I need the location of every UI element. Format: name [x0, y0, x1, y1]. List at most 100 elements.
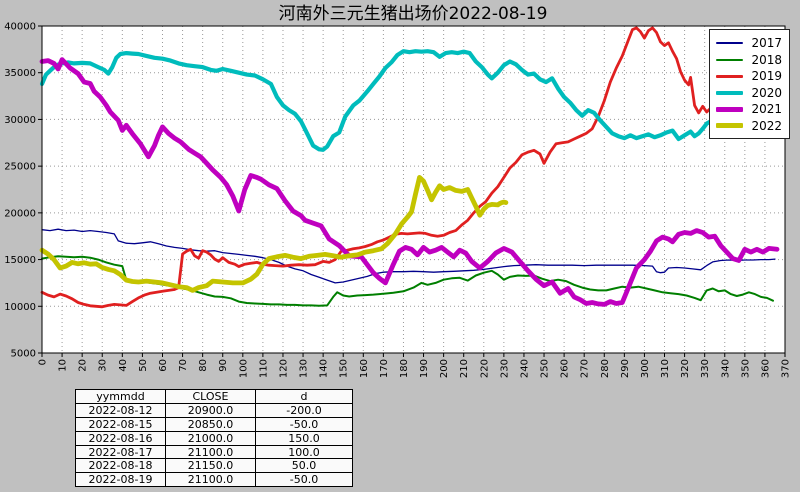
x-tick-label: 30: [98, 359, 109, 372]
x-tick-label: 350: [740, 359, 751, 378]
x-tick-label: 230: [499, 359, 510, 378]
x-tick-label: 190: [419, 359, 430, 378]
x-tick-label: 0: [38, 359, 49, 365]
x-tick-label: 270: [580, 359, 591, 378]
y-tick-label: 10000: [4, 302, 36, 313]
cell-close: 20900.0: [165, 402, 256, 418]
price-table: yymmdd CLOSE d 2022-08-12 20900.0 -200.0…: [75, 389, 353, 488]
cell-d: -50.0: [255, 416, 353, 432]
x-tick-label: 290: [620, 359, 631, 378]
cell-close: 21150.0: [165, 458, 256, 474]
legend-label: 2018: [751, 52, 782, 67]
x-tick-label: 250: [540, 359, 551, 378]
legend-swatch-2019: [716, 74, 743, 78]
x-tick-label: 50: [138, 359, 149, 372]
x-tick-label: 70: [178, 359, 189, 372]
x-tick-label: 300: [640, 359, 651, 378]
legend-entry-2019: 2019: [716, 68, 782, 85]
cell-close: 20850.0: [165, 416, 256, 432]
series-line-2021: [39, 57, 780, 307]
series-line-2020: [39, 49, 713, 152]
y-tick-label: 25000: [4, 162, 36, 173]
cell-date: 2022-08-15: [75, 416, 166, 432]
series-line-2017: [41, 228, 776, 284]
x-tick-label: 320: [680, 359, 691, 378]
x-tick-label: 150: [339, 359, 350, 378]
cell-date: 2022-08-12: [75, 402, 166, 418]
x-tick-label: 180: [399, 359, 410, 378]
table-row: 2022-08-16 21000.0 150.0: [75, 430, 353, 446]
table-row: 2022-08-12 20900.0 -200.0: [75, 402, 353, 418]
x-tick-label: 200: [439, 359, 450, 378]
col-header-d: d: [255, 389, 353, 404]
cell-close: 21100.0: [165, 444, 256, 460]
y-tick-label: 35000: [4, 68, 36, 79]
x-tick-label: 10: [58, 359, 69, 372]
table-row: 2022-08-17 21100.0 100.0: [75, 444, 353, 460]
x-tick-label: 170: [379, 359, 390, 378]
legend-entry-2017: 2017: [716, 35, 782, 52]
legend-swatch-2018: [716, 58, 743, 61]
x-tick-label: 40: [118, 359, 129, 372]
cell-d: -50.0: [255, 472, 353, 488]
x-tick-label: 90: [218, 359, 229, 372]
legend-swatch-2017: [716, 42, 743, 45]
x-tick-label: 310: [660, 359, 671, 378]
x-tick-label: 210: [459, 359, 470, 378]
plot-background: [42, 26, 785, 353]
table-row: 2022-08-15 20850.0 -50.0: [75, 416, 353, 432]
legend-label: 2020: [751, 85, 782, 100]
cell-d: 100.0: [255, 444, 353, 460]
legend-entry-2021: 2021: [716, 101, 782, 118]
legend-label: 2017: [751, 36, 782, 51]
cell-d: -200.0: [255, 402, 353, 418]
x-tick-label: 280: [600, 359, 611, 378]
x-tick-label: 370: [781, 359, 792, 378]
plot-area: 0 10 20 30 40 50 60 70 80 90 100 110 120 130 140 150 160…: [4, 22, 791, 379]
x-tick-label: 340: [720, 359, 731, 378]
table-header-row: yymmdd CLOSE d: [75, 389, 353, 404]
legend-label: 2022: [751, 118, 782, 133]
x-tick-label: 260: [560, 359, 571, 378]
y-tick-label: 20000: [4, 208, 36, 219]
legend-label: 2019: [751, 69, 782, 84]
legend-entry-2020: 2020: [716, 85, 782, 102]
col-header-close: CLOSE: [165, 389, 256, 404]
plot-frame: [41, 25, 786, 354]
chart-title: 河南外三元生猪出场价2022-08-19: [279, 4, 548, 24]
x-tick-label: 100: [238, 359, 249, 378]
table-row: 2022-08-19 21100.0 -50.0: [75, 472, 353, 488]
y-tick-label: 5000: [11, 349, 36, 360]
legend-swatch-2020: [716, 90, 743, 95]
x-tick-label: 130: [299, 359, 310, 378]
x-tick-label: 20: [78, 359, 89, 372]
cell-close: 21000.0: [165, 430, 256, 446]
x-tick-label: 110: [258, 359, 269, 378]
cell-d: 50.0: [255, 458, 353, 474]
cell-date: 2022-08-19: [75, 472, 166, 488]
chart-legend: 2017 2018 2019 2020 2021 2022: [709, 29, 790, 139]
legend-swatch-2022: [716, 123, 743, 129]
series-line-2022: [39, 174, 509, 293]
x-tick-label: 240: [519, 359, 530, 378]
cell-date: 2022-08-16: [75, 430, 166, 446]
col-header-yymmdd: yymmdd: [75, 389, 166, 404]
x-tick-label: 60: [158, 359, 169, 372]
price-line-chart: 0 10 20 30 40 50 60 70 80 90 100 110 120 130 140 150 160…: [4, 4, 791, 379]
x-tick-label: 140: [319, 359, 330, 378]
cell-d: 150.0: [255, 430, 353, 446]
x-tick-label: 80: [198, 359, 209, 372]
x-tick-label: 330: [700, 359, 711, 378]
legend-label: 2021: [751, 102, 782, 117]
x-tick-label: 360: [760, 359, 771, 378]
y-tick-label: 15000: [4, 255, 36, 266]
legend-entry-2022: 2022: [716, 118, 782, 135]
table-row: 2022-08-18 21150.0 50.0: [75, 458, 353, 474]
x-tick-label: 160: [359, 359, 370, 378]
cell-date: 2022-08-17: [75, 444, 166, 460]
legend-entry-2018: 2018: [716, 52, 782, 69]
legend-swatch-2021: [716, 106, 743, 112]
cell-close: 21100.0: [165, 472, 256, 488]
x-tick-label: 120: [278, 359, 289, 378]
